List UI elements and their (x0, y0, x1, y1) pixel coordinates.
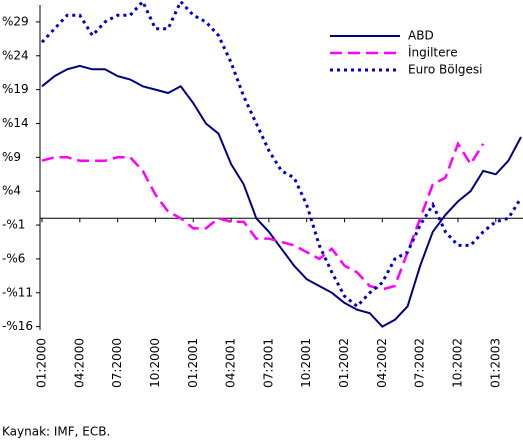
y-tick-label: -%16 (2, 319, 33, 333)
legend-label: ABD (408, 29, 434, 43)
x-tick-label: 04:2001 (224, 338, 238, 388)
x-tick-label: 10:2002 (450, 338, 464, 388)
y-tick-label: %29 (2, 14, 29, 28)
x-tick-label: 07:2001 (261, 338, 275, 388)
x-tick-label: 04:2002 (375, 338, 389, 388)
y-tick-label: %14 (2, 116, 29, 130)
x-tick-label: 07:2000 (110, 338, 124, 388)
x-tick-label: 01:2001 (186, 338, 200, 388)
x-tick-label: 10:2000 (148, 338, 162, 388)
y-tick-label: %24 (2, 48, 29, 62)
y-tick-label: -%1 (2, 218, 25, 232)
y-tick-label: -%11 (2, 285, 33, 299)
x-tick-label: 04:2000 (72, 338, 86, 388)
y-tick-label: %9 (2, 150, 21, 164)
x-tick-label: 10:2001 (299, 338, 313, 388)
y-tick-label: %4 (2, 184, 21, 198)
x-tick-label: 01:2003 (488, 338, 502, 388)
x-tick-label: 07:2002 (413, 338, 427, 388)
x-tick-label: 01:2000 (35, 338, 49, 388)
y-tick-label: %19 (2, 82, 29, 96)
series-line (41, 140, 485, 291)
legend-label: İngiltere (408, 45, 458, 60)
source-note: Kaynak: IMF, ECB. (2, 425, 110, 439)
legend-label: Euro Bölgesi (408, 63, 483, 77)
y-tick-label: -%6 (2, 251, 25, 265)
series-line (41, 64, 522, 328)
x-tick-label: 01:2002 (337, 338, 351, 388)
